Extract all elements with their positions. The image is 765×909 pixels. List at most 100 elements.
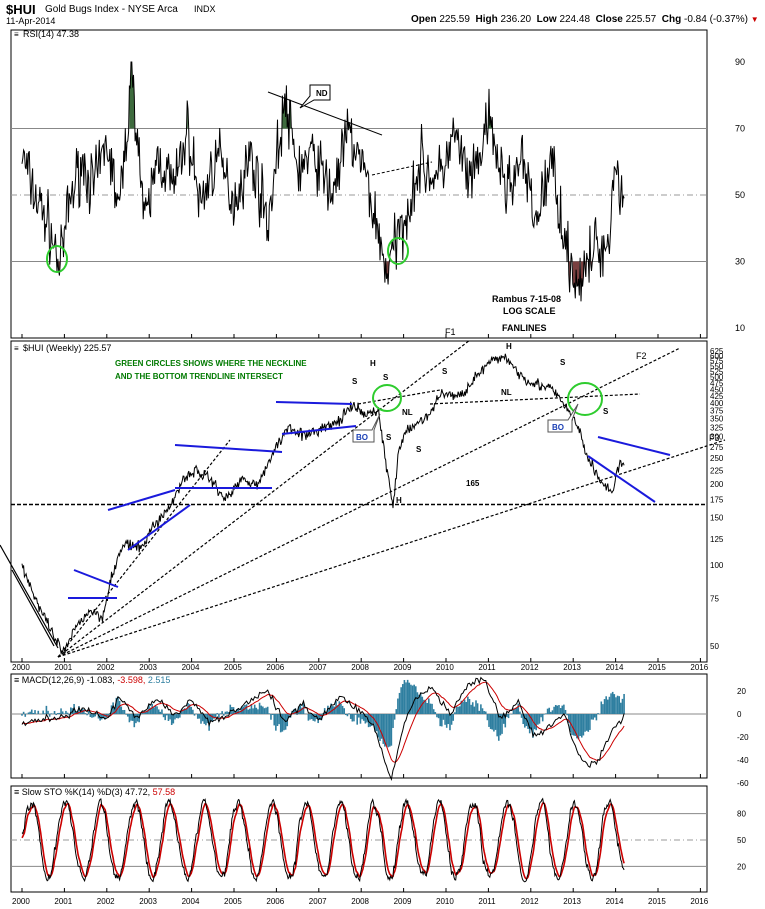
price-green-circle <box>567 382 603 416</box>
rsi-green-circle <box>387 237 409 265</box>
macd-tick-label: 20 <box>737 687 746 696</box>
early-downtrend-line <box>11 569 55 647</box>
pattern-label: S <box>560 358 566 367</box>
neckline <box>357 389 441 405</box>
quote-low-label: Low <box>536 14 557 25</box>
rsi-dashed-trendline <box>371 161 433 176</box>
macd-title: ≡ MACD(12,26,9) -1.083, -3.598, 2.515 <box>14 675 170 685</box>
price-tick-label: 575 <box>710 357 724 366</box>
year-tick-label: 2005 <box>224 663 242 672</box>
header-badge: INDX <box>194 4 216 14</box>
macd-tick-label: -20 <box>737 733 749 742</box>
price-tick-label: 350 <box>710 415 724 424</box>
header-name: Gold Bugs Index - NYSE Arca <box>45 4 178 15</box>
rsi-tick-label: 30 <box>735 257 745 267</box>
sto-k-line <box>21 797 625 883</box>
macd-tick-label: -40 <box>737 756 749 765</box>
green-annotation-line2: AND THE BOTTOM TRENDLINE INTERSECT <box>115 372 283 381</box>
year-tick-label: 2002 <box>97 897 115 906</box>
pattern-label: S <box>383 373 389 382</box>
pattern-label: NL <box>402 408 413 417</box>
nd-callout <box>299 84 331 109</box>
pattern-label: H <box>506 342 512 351</box>
price-tick-label: 400 <box>710 399 724 408</box>
price-tick-label: 325 <box>710 423 724 432</box>
year-tick-label: 2014 <box>606 897 624 906</box>
year-tick-label: 2000 <box>12 663 30 672</box>
fanline-f1 <box>57 339 471 658</box>
price-tick-label: 500 <box>710 373 724 382</box>
macd-tick-label: 0 <box>737 710 742 719</box>
price-tick-label: 100 <box>710 561 724 570</box>
year-tick-label: 2011 <box>478 663 496 672</box>
blue-trendline <box>587 455 656 503</box>
year-tick-label: 2010 <box>436 897 454 906</box>
fanlines-note: FANLINES <box>502 323 547 333</box>
macd-tick-label: -60 <box>737 779 749 788</box>
rsi-tick-label: 10 <box>735 323 745 333</box>
price-tick-label: 225 <box>710 466 724 475</box>
year-tick-label: 2009 <box>394 897 412 906</box>
sto-panel-frame <box>10 785 708 893</box>
year-tick-label: 2010 <box>436 663 454 672</box>
early-downtrend-line <box>0 544 59 649</box>
pattern-label: H <box>370 359 376 368</box>
year-tick-label: 2005 <box>224 897 242 906</box>
year-tick-label: 2008 <box>351 897 369 906</box>
bo-callout <box>547 403 579 433</box>
bo-callout <box>352 413 381 443</box>
fan-label-f1: F1 <box>445 327 456 337</box>
year-tick-label: 2008 <box>351 663 369 672</box>
macd-panel-frame <box>10 673 708 779</box>
header-symbol: $HUI <box>6 2 36 17</box>
year-tick-label: 2015 <box>648 663 666 672</box>
sto-d-line <box>21 802 625 880</box>
price-tick-label: 300 <box>710 433 724 442</box>
quote-close-value: 225.57 <box>625 14 657 25</box>
log-scale-note: LOG SCALE <box>503 306 556 316</box>
rsi-green-circle <box>46 245 68 273</box>
neckline <box>429 393 641 405</box>
price-tick-label: 275 <box>710 443 724 452</box>
year-tick-label: 2009 <box>394 663 412 672</box>
rsi-title-icon: ≡ <box>14 30 19 39</box>
pattern-label: NL <box>501 388 512 397</box>
year-tick-label: 2002 <box>97 663 115 672</box>
year-tick-label: 2015 <box>648 897 666 906</box>
year-tick-label: 2012 <box>521 663 539 672</box>
rsi-tick-label: 50 <box>735 190 745 200</box>
price-tick-label: 50 <box>710 642 719 651</box>
blue-trendline <box>597 436 671 456</box>
rsi-line <box>21 61 625 302</box>
pattern-label: S <box>603 407 609 416</box>
quote-chg-label: Chg <box>661 14 682 25</box>
quote-low-value: 224.48 <box>559 14 591 25</box>
price-tick-label: 250 <box>710 454 724 463</box>
blue-trendline <box>73 569 119 588</box>
price-green-circle <box>372 384 402 412</box>
pattern-label: S <box>352 377 358 386</box>
fanline-f3 <box>57 439 726 658</box>
price-tick-label: 200 <box>710 480 724 489</box>
quote-open-value: 225.59 <box>439 14 470 25</box>
year-tick-label: 2013 <box>563 663 581 672</box>
fanline-f2 <box>57 347 681 658</box>
rsi-title: RSI(14) 47.38 <box>23 29 79 39</box>
quote-chg-value: -0.84 (-0.37%) <box>684 14 748 25</box>
year-tick-label: 2016 <box>690 897 708 906</box>
price-title-icon: ≡ <box>14 344 19 353</box>
sto-tick-label: 20 <box>737 862 746 871</box>
rambus-note: Rambus 7-15-08 <box>492 294 561 304</box>
sto-tick-label: 80 <box>737 810 746 819</box>
green-annotation-line1: GREEN CIRCLES SHOWS WHERE THE NECKLINE <box>115 359 307 368</box>
quote-open-label: Open <box>411 14 437 25</box>
nd-label: ND <box>316 89 328 98</box>
price-line <box>21 353 625 656</box>
year-tick-label: 2004 <box>182 663 200 672</box>
year-tick-label: 2001 <box>54 897 72 906</box>
price-tick-label: 525 <box>710 367 724 376</box>
price-panel-frame <box>10 340 708 663</box>
year-tick-label: 2003 <box>139 663 157 672</box>
macd-line <box>21 676 625 782</box>
